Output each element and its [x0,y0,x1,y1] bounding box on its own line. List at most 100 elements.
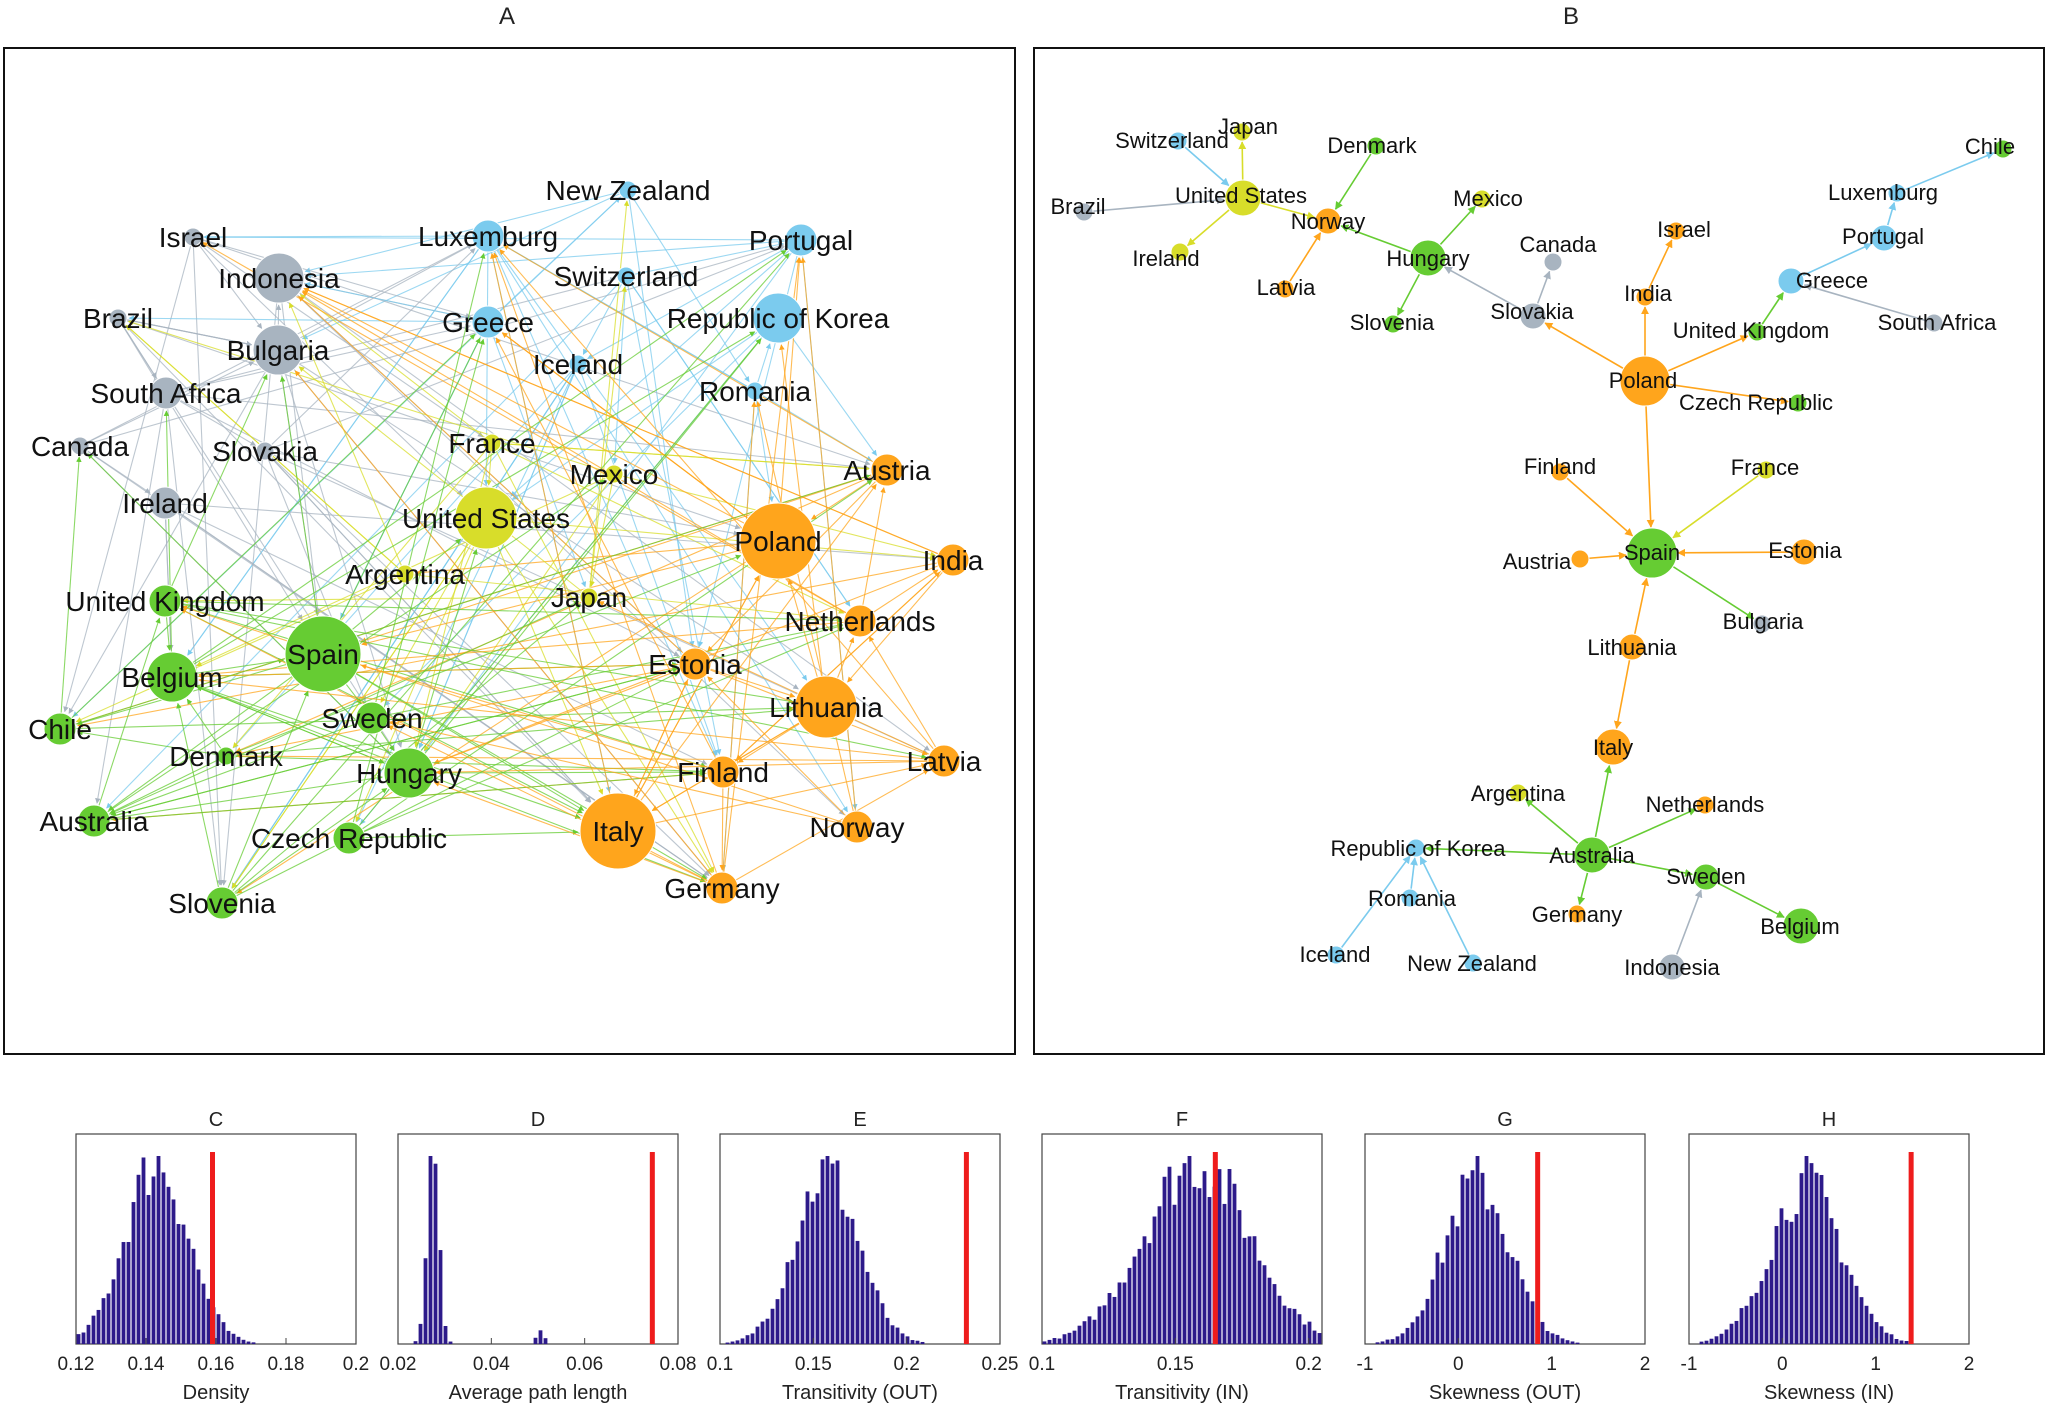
histogram-bar [1729,1323,1734,1344]
node-a-estonia[interactable] [678,647,712,681]
node-a-label-mexico: Mexico [570,459,659,490]
node-a-switzerland[interactable] [616,266,636,286]
node-b-mexico[interactable] [1472,189,1492,209]
node-b-finland[interactable] [1550,462,1570,482]
node-a-india[interactable] [936,543,970,577]
node-b-brazil[interactable] [1074,202,1094,222]
node-b-estonia[interactable] [1790,538,1818,566]
node-b-slovenia[interactable] [1383,314,1403,334]
node-b-india[interactable] [1635,287,1655,307]
node-a-indonesia[interactable] [253,252,305,304]
histogram-bar [1779,1208,1784,1344]
node-a-latvia[interactable] [927,744,961,778]
histogram-bar [1485,1209,1490,1344]
node-b-iceland[interactable] [1326,945,1346,965]
node-a-luxemburg[interactable] [471,219,505,253]
histogram-bar [765,1318,770,1344]
node-a-lithuania[interactable] [794,675,858,739]
node-b-chile[interactable] [1993,139,2013,159]
node-b-japan[interactable] [1232,122,1252,142]
node-a-denmark[interactable] [216,746,236,766]
node-a-poland[interactable] [739,502,817,580]
node-b-label-luxemburg: Luxemburg [1828,180,1938,205]
node-b-southafrica[interactable] [1924,313,1944,333]
node-a-mexico[interactable] [604,464,624,484]
node-a-austria[interactable] [870,453,904,487]
node-a-korea[interactable] [752,292,804,344]
node-b-uk[interactable] [1747,322,1767,342]
node-a-finland[interactable] [706,755,740,789]
node-a-hungary[interactable] [383,747,435,799]
node-a-belgium[interactable] [146,651,198,703]
node-a-us[interactable] [454,486,518,550]
node-b-nz[interactable] [1463,953,1483,973]
node-a-australia[interactable] [77,804,111,838]
node-b-israel[interactable] [1666,221,1686,241]
node-a-greece[interactable] [471,305,505,339]
histogram-bar [533,1337,538,1344]
node-b-ireland[interactable] [1170,242,1190,262]
node-a-netherlands[interactable] [843,604,877,638]
edge-a-poland-indonesia [302,290,779,542]
node-b-greece[interactable] [1777,267,1805,295]
node-b-denmark[interactable] [1366,136,1386,156]
node-a-germany[interactable] [705,871,739,905]
node-b-us[interactable] [1224,179,1262,217]
node-a-france[interactable] [482,433,502,453]
node-a-czech[interactable] [332,821,366,855]
node-b-hungary[interactable] [1409,239,1447,277]
node-a-spain[interactable] [284,615,362,693]
node-b-sweden[interactable] [1692,863,1720,891]
node-a-brazil[interactable] [108,308,128,328]
node-b-france[interactable] [1756,460,1776,480]
edge-a-greece-japan [487,321,587,588]
node-a-argentina[interactable] [395,564,415,584]
node-b-belgium[interactable] [1782,907,1820,945]
x-tick-label: 0 [1777,1354,1788,1375]
node-b-czech[interactable] [1788,393,1808,413]
node-b-luxemburg[interactable] [1887,183,1907,203]
edge-a-hungary-korea [408,338,762,774]
node-b-germany[interactable] [1567,904,1587,924]
node-b-netherlands[interactable] [1695,795,1715,815]
node-b-canada[interactable] [1543,252,1563,272]
node-a-slovakia[interactable] [255,441,275,461]
node-a-japan[interactable] [579,587,599,607]
node-a-bulgaria[interactable] [252,324,304,376]
histogram-bar [1062,1334,1067,1344]
edge-a-poland-slovenia [236,540,779,894]
node-b-portugal[interactable] [1870,224,1898,252]
node-b-argentina[interactable] [1508,783,1528,803]
node-b-latvia[interactable] [1275,279,1295,299]
node-a-nz[interactable] [618,180,638,200]
node-a-romania[interactable] [745,381,765,401]
node-a-portugal[interactable] [784,223,818,257]
node-a-sweden[interactable] [355,701,389,735]
node-a-southafrica[interactable] [149,376,183,410]
node-b-slovakia[interactable] [1519,302,1547,330]
histogram-bar [1132,1256,1137,1344]
node-b-indonesia[interactable] [1658,953,1686,981]
node-a-canada[interactable] [70,436,90,456]
node-b-switzerland[interactable] [1168,131,1188,151]
node-b-lithuania[interactable] [1618,633,1646,661]
node-a-uk[interactable] [148,584,182,618]
node-a-italy[interactable] [579,792,657,870]
node-a-norway[interactable] [840,810,874,844]
node-b-austria[interactable] [1570,549,1590,569]
node-b-romania[interactable] [1400,888,1420,908]
edge-a-norway-portugal [800,257,858,828]
node-b-label-greece: Greece [1796,268,1868,293]
node-b-australia[interactable] [1573,836,1611,874]
node-b-poland[interactable] [1619,355,1671,407]
node-b-bulgaria[interactable] [1752,614,1772,634]
node-a-iceland[interactable] [568,354,588,374]
node-b-korea[interactable] [1406,838,1426,858]
node-a-slovenia[interactable] [205,886,239,920]
node-b-norway[interactable] [1314,207,1342,235]
node-b-spain[interactable] [1626,527,1678,579]
node-a-ireland[interactable] [148,486,182,520]
node-a-israel[interactable] [183,227,203,247]
node-a-chile[interactable] [43,712,77,746]
node-b-italy[interactable] [1594,728,1632,766]
